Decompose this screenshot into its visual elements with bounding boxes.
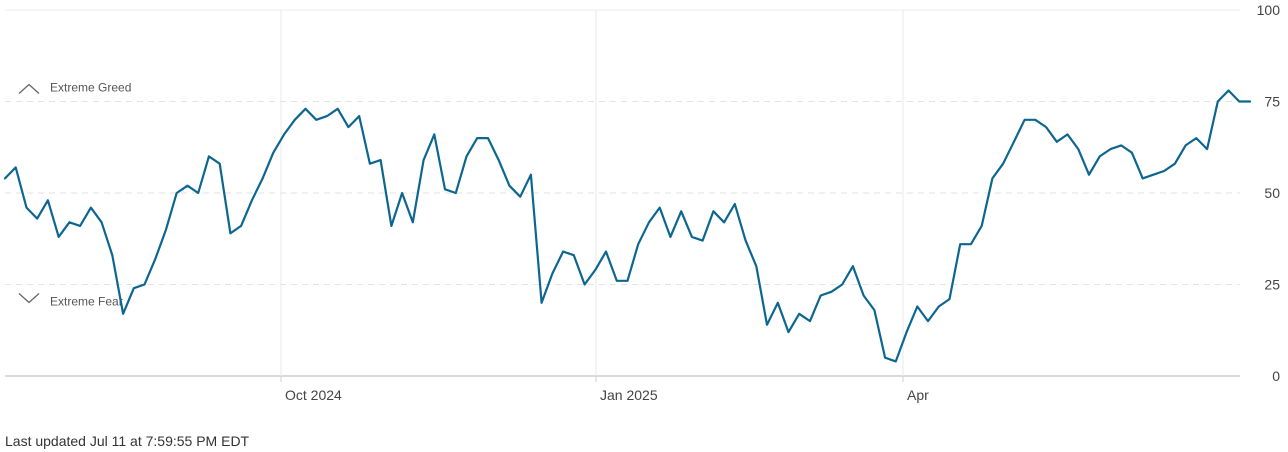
series-line-0 xyxy=(3,89,1252,363)
y-axis: 0 25 50 75 100 xyxy=(1257,2,1281,384)
grid-layer xyxy=(5,9,1240,377)
fear-greed-chart: Extreme Greed Extreme Fear 0 25 50 75 100 Oct… xyxy=(3,2,1281,403)
zone-label-fear: Extreme Fear xyxy=(50,295,123,309)
zone-label-greed: Extreme Greed xyxy=(50,81,131,95)
chevron-down-icon xyxy=(18,293,40,304)
y-tick-label: 100 xyxy=(1257,2,1281,18)
y-tick-label: 25 xyxy=(1264,277,1280,293)
y-tick-label: 50 xyxy=(1264,185,1280,201)
chevron-up-icon xyxy=(18,83,40,94)
series-layer xyxy=(3,89,1252,363)
x-tick-label: Jan 2025 xyxy=(600,387,658,403)
zone-labels: Extreme Greed Extreme Fear xyxy=(18,81,131,309)
x-tick-label: Apr xyxy=(907,387,929,403)
y-tick-label: 0 xyxy=(1272,368,1280,384)
last-updated-text: Last updated Jul 11 at 7:59:55 PM EDT xyxy=(5,433,250,449)
x-tick-label: Oct 2024 xyxy=(285,387,342,403)
y-tick-label: 75 xyxy=(1264,94,1280,110)
x-axis: Oct 2024 Jan 2025 Apr xyxy=(280,376,929,403)
